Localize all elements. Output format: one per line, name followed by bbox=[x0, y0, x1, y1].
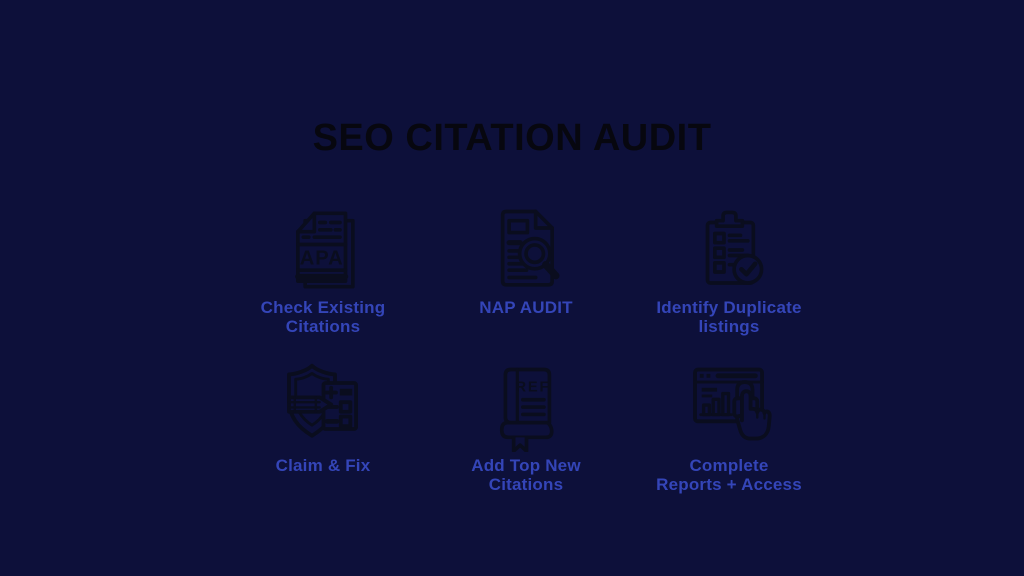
audit-step-nap-audit: NAP AUDIT bbox=[425, 202, 628, 338]
label-line: NAP AUDIT bbox=[479, 298, 573, 317]
audit-step-label: Check Existing Citations bbox=[261, 298, 386, 338]
label-line: Citations bbox=[285, 317, 361, 336]
icon-wrap bbox=[683, 360, 775, 452]
icon-wrap: APA bbox=[279, 202, 367, 294]
page-title: SEO CITATION AUDIT bbox=[312, 117, 712, 159]
label-line: Reports + Access bbox=[656, 475, 802, 494]
label-line: Citations bbox=[488, 475, 564, 494]
shield-pencil-claim-icon bbox=[286, 363, 358, 438]
label-line: listings bbox=[698, 317, 760, 336]
label-line: Check Existing bbox=[260, 298, 386, 317]
document-magnifier-icon bbox=[500, 209, 559, 287]
audit-step-label: Add Top New Citations bbox=[471, 456, 581, 496]
audit-steps-grid: APA Check Existing Citations bbox=[222, 202, 831, 496]
label-line: Complete bbox=[689, 456, 769, 475]
icon-wrap: REF bbox=[482, 360, 570, 452]
label-line: Identify Duplicate bbox=[656, 298, 802, 317]
audit-step-label: NAP AUDIT bbox=[479, 298, 572, 338]
audit-step-complete-reports-access: Complete Reports + Access bbox=[628, 360, 831, 496]
icon-wrap bbox=[685, 202, 773, 294]
apa-document-icon: APA bbox=[294, 211, 355, 289]
clipboard-checklist-icon bbox=[705, 210, 763, 285]
audit-step-label: Claim & Fix bbox=[276, 456, 371, 496]
svg-text:REF: REF bbox=[515, 380, 550, 396]
icon-wrap bbox=[482, 202, 570, 294]
icon-wrap bbox=[277, 360, 369, 452]
svg-text:APA: APA bbox=[299, 248, 343, 270]
audit-step-check-existing-citations: APA Check Existing Citations bbox=[222, 202, 425, 338]
audit-step-claim-and-fix: Claim & Fix bbox=[222, 360, 425, 496]
audit-step-identify-duplicate-listings: Identify Duplicate listings bbox=[628, 202, 831, 338]
audit-step-add-top-new-citations: REF Add Top New Citations bbox=[425, 360, 628, 496]
label-line: Claim & Fix bbox=[275, 456, 371, 475]
reference-book-icon: REF bbox=[499, 367, 554, 452]
audit-step-label: Identify Duplicate listings bbox=[656, 298, 801, 338]
audit-step-label: Complete Reports + Access bbox=[656, 456, 802, 496]
report-window-click-icon bbox=[692, 367, 772, 441]
label-line: Add Top New bbox=[471, 456, 581, 475]
